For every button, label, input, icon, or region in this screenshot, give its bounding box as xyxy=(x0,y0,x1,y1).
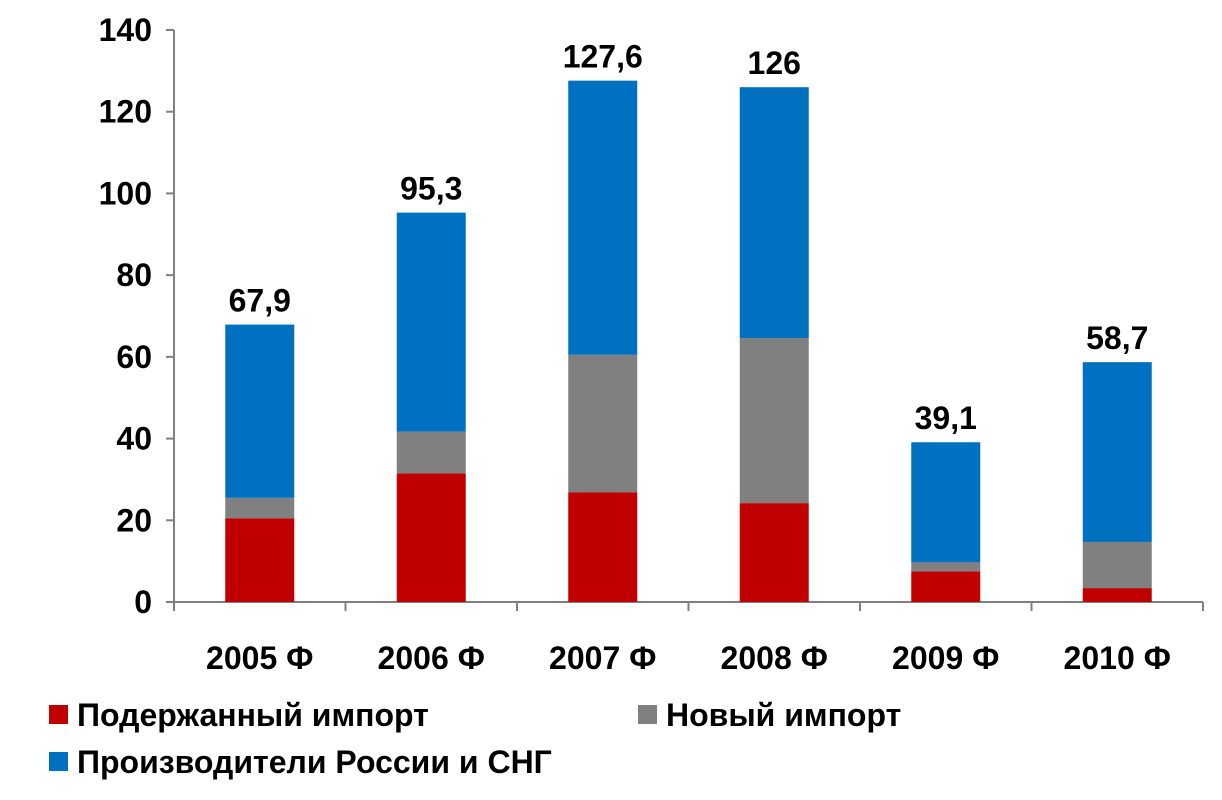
bar-segment-0 xyxy=(396,473,466,602)
total-data-label: 126 xyxy=(748,45,801,81)
bar-segment-2 xyxy=(568,80,638,355)
total-data-label: 127,6 xyxy=(563,39,643,75)
bar-segment-2 xyxy=(396,212,466,432)
y-tick-label: 0 xyxy=(134,584,152,620)
bar-segment-0 xyxy=(225,518,295,602)
bar-segment-0 xyxy=(568,492,638,602)
legend-swatch xyxy=(638,705,657,724)
y-axis: 0 20 40 60 80 100 120 140 xyxy=(99,12,175,620)
bar-segment-2 xyxy=(911,442,981,563)
bars xyxy=(225,80,1152,602)
y-tick-label: 40 xyxy=(116,421,152,457)
x-tick-label: 2009 Ф xyxy=(892,640,999,676)
legend-item: Производители России и СНГ xyxy=(49,744,552,780)
total-data-label: 95,3 xyxy=(400,171,462,207)
legend-item: Подержанный импорт xyxy=(49,697,429,733)
y-tick-label: 60 xyxy=(116,339,152,375)
y-tick-label: 100 xyxy=(99,175,152,211)
bar-segment-1 xyxy=(396,431,466,474)
y-tick-label: 20 xyxy=(116,502,152,538)
x-tick-label: 2007 Ф xyxy=(549,640,656,676)
total-labels: 67,9 95,3 127,6 126 39,1 58,7 xyxy=(229,39,1149,437)
x-tick-label: 2005 Ф xyxy=(206,640,313,676)
y-tick-label: 80 xyxy=(116,257,152,293)
legend-label: Новый импорт xyxy=(666,697,901,733)
x-tick-label: 2010 Ф xyxy=(1064,640,1171,676)
y-tick-label: 120 xyxy=(99,94,152,130)
bar-segment-1 xyxy=(739,338,809,504)
bar-segment-1 xyxy=(568,354,638,493)
legend-label: Подержанный импорт xyxy=(77,697,429,733)
bar-segment-1 xyxy=(225,497,295,519)
bar-segment-2 xyxy=(225,324,295,498)
x-tick-label: 2006 Ф xyxy=(378,640,485,676)
bar-segment-1 xyxy=(911,562,981,572)
bar-segment-2 xyxy=(739,87,809,339)
total-data-label: 58,7 xyxy=(1086,320,1148,356)
legend-swatch xyxy=(49,752,68,771)
bar-segment-2 xyxy=(1082,362,1152,542)
bar-segment-0 xyxy=(911,571,981,602)
total-data-label: 39,1 xyxy=(915,400,977,436)
bar-segment-1 xyxy=(1082,541,1152,589)
legend-label: Производители России и СНГ xyxy=(77,744,552,780)
y-tick-label: 140 xyxy=(99,12,152,48)
bar-segment-0 xyxy=(1082,588,1152,602)
x-tick-label: 2008 Ф xyxy=(721,640,828,676)
legend: Подержанный импорт Новый импорт Производит… xyxy=(49,697,901,780)
total-data-label: 67,9 xyxy=(229,283,291,319)
legend-item: Новый импорт xyxy=(638,697,901,733)
bar-segment-0 xyxy=(739,503,809,602)
x-axis: 2005 Ф 2006 Ф 2007 Ф 2008 Ф 2009 Ф 2010 Ф xyxy=(173,601,1204,676)
legend-swatch xyxy=(49,705,68,724)
